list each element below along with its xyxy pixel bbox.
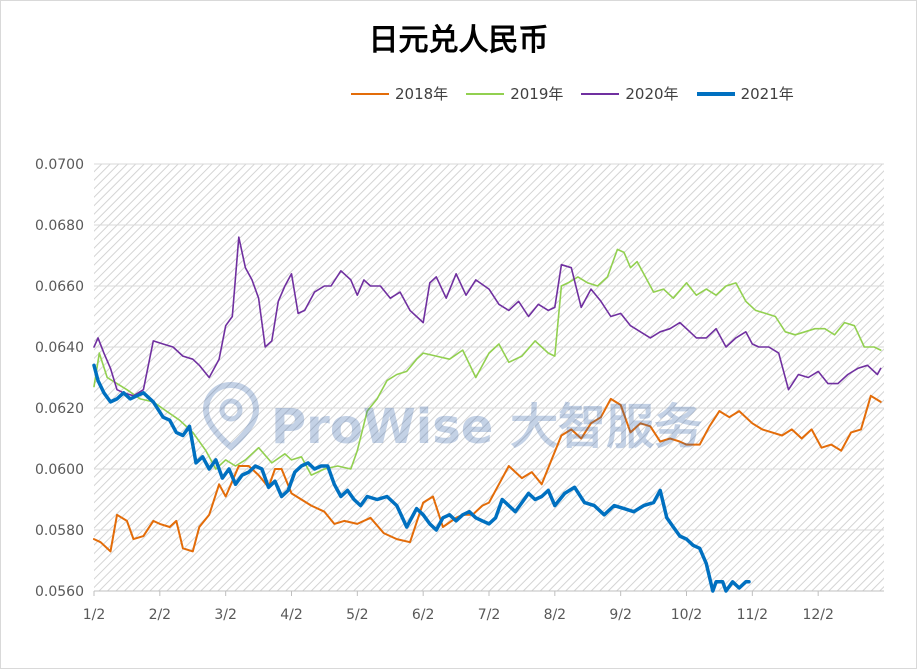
y-tick-label: 0.0600: [35, 462, 84, 478]
x-tick-label: 5/2: [346, 607, 369, 623]
series-lines: [92, 236, 882, 593]
x-tick-label: 1/2: [83, 607, 106, 623]
x-tick-label: 3/2: [214, 607, 237, 623]
legend-swatch-2018: [351, 92, 389, 95]
series-line-2021年: [92, 363, 751, 593]
legend-swatch-2020: [581, 92, 620, 95]
x-tick-label: 6/2: [412, 607, 435, 623]
legend-item-2019: 2019年: [466, 83, 563, 104]
x-tick-label: 7/2: [478, 607, 501, 623]
x-tick-label: 2/2: [149, 607, 172, 623]
legend-label-2021: 2021年: [740, 85, 794, 103]
legend: 2018年 2019年 2020年 2021年: [351, 83, 794, 104]
x-tick-label: 11/2: [737, 607, 768, 623]
series-line-2020年: [93, 236, 882, 397]
series-line-2019年: [93, 248, 882, 476]
x-tick-label: 8/2: [544, 607, 567, 623]
plot-area: [94, 164, 884, 591]
legend-item-2021: 2021年: [696, 83, 794, 104]
legend-swatch-2021: [696, 91, 735, 96]
legend-label-2020: 2020年: [625, 85, 679, 103]
y-tick-label: 0.0620: [35, 401, 84, 417]
x-tick-label: 9/2: [609, 607, 632, 623]
x-tick-label: 12/2: [802, 607, 833, 623]
x-axis-ticks: 1/2 2/2 3/2 4/2 5/2 6/2 7/2 8/2 9/2 10/2 11/2 12/2: [83, 591, 834, 623]
legend-item-2018: 2018年: [351, 83, 448, 104]
y-tick-label: 0.0580: [35, 523, 84, 539]
legend-item-2020: 2020年: [581, 83, 679, 104]
series-line-2018年: [93, 394, 882, 553]
x-tick-label: 10/2: [671, 607, 702, 623]
y-axis-ticks: 0.0560 0.0580 0.0600 0.0620 0.0640 0.0660 0.06…: [35, 157, 84, 600]
legend-label-2018: 2018年: [395, 85, 449, 103]
chart-title: 日元兑人民币: [368, 23, 549, 58]
y-tick-label: 0.0700: [35, 157, 84, 173]
y-tick-label: 0.0660: [35, 279, 84, 295]
legend-label-2019: 2019年: [510, 85, 564, 103]
y-tick-label: 0.0640: [35, 340, 84, 356]
y-tick-label: 0.0680: [35, 218, 84, 234]
y-tick-label: 0.0560: [35, 584, 84, 600]
legend-swatch-2019: [466, 92, 505, 95]
x-tick-label: 4/2: [280, 607, 303, 623]
